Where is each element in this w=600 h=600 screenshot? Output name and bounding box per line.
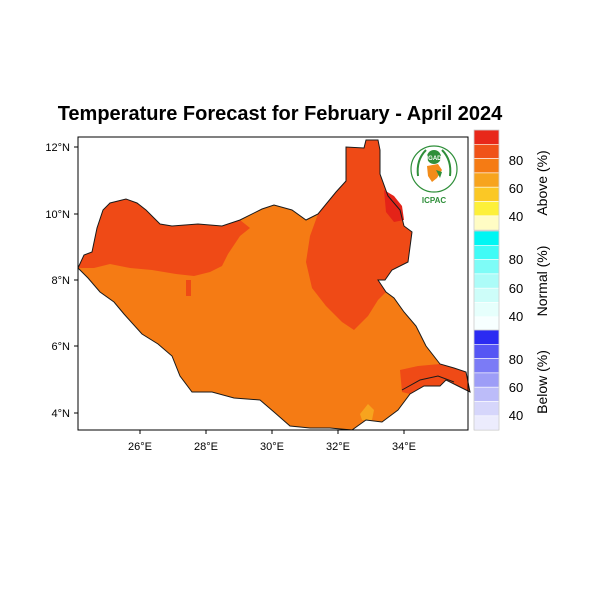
legend-tick-label: 40	[509, 209, 523, 224]
legend-swatch	[473, 144, 500, 159]
region-northwest	[78, 199, 250, 276]
legend-tick-label: 80	[509, 252, 523, 267]
map-panel	[77, 136, 471, 431]
region-south-low	[360, 404, 374, 420]
legend-group-below	[473, 329, 500, 431]
legend-swatch	[473, 358, 500, 374]
legend-tick-label: 60	[509, 181, 523, 196]
region-northeast	[306, 140, 412, 330]
legend-tick-label: 60	[509, 380, 523, 395]
legend-swatch	[473, 215, 500, 231]
lon-tick-label: 28°E	[194, 441, 218, 453]
lat-tick-label: 12°N	[45, 142, 70, 154]
lon-tick-label: 30°E	[260, 441, 284, 453]
region-southeast	[400, 364, 470, 394]
legend-label-above: Above (%)	[534, 150, 550, 215]
legend-swatch	[473, 302, 500, 318]
legend-frame	[473, 129, 500, 231]
legend: 80 60 40 Above (%) 80 60 40 Normal (%) 8…	[473, 129, 550, 431]
legend-swatch	[473, 230, 500, 246]
legend-swatch	[473, 245, 500, 260]
legend-swatch	[473, 158, 500, 174]
legend-swatch	[473, 372, 500, 388]
logo-text-top: IGAD	[427, 156, 443, 162]
legend-swatch	[473, 401, 500, 417]
legend-tick-label: 80	[509, 352, 523, 367]
country-border	[77, 139, 471, 431]
legend-tick-label: 40	[509, 309, 523, 324]
lat-tick-label: 6°N	[52, 341, 71, 353]
legend-swatch	[473, 386, 500, 402]
legend-swatch	[473, 201, 500, 217]
legend-swatch	[473, 329, 500, 345]
legend-swatch	[473, 259, 500, 275]
legend-swatch	[473, 343, 500, 359]
icpac-logo: IGAD ICPAC	[410, 145, 458, 205]
lon-tick-label: 32°E	[326, 441, 350, 453]
region-east-high	[384, 190, 404, 222]
map-title: Temperature Forecast for February - Apri…	[57, 103, 503, 125]
lat-tick-label: 8°N	[52, 275, 71, 287]
legend-group-normal	[473, 230, 500, 332]
lon-axis: 26°E 28°E 30°E 32°E 34°E	[128, 430, 416, 453]
legend-label-normal: Normal (%)	[534, 246, 550, 317]
legend-swatch	[473, 287, 500, 303]
legend-swatch	[473, 172, 500, 188]
legend-swatch	[473, 129, 500, 145]
legend-tick-label: 80	[509, 153, 523, 168]
legend-tick-label: 60	[509, 281, 523, 296]
lat-axis: 12°N 10°N 8°N 6°N 4°N	[45, 142, 78, 420]
lat-tick-label: 10°N	[45, 209, 70, 221]
logo-text-bottom: ICPAC	[422, 196, 447, 205]
legend-frame	[473, 329, 500, 431]
legend-group-above	[473, 129, 500, 231]
legend-swatch	[473, 186, 500, 202]
legend-swatch	[473, 415, 500, 431]
map-frame	[77, 136, 469, 431]
lon-tick-label: 34°E	[392, 441, 416, 453]
region-west-cell	[186, 280, 191, 296]
legend-swatch	[473, 316, 500, 332]
lon-tick-label: 26°E	[128, 441, 152, 453]
border-line-east	[401, 375, 455, 391]
legend-swatch	[473, 273, 500, 289]
legend-label-below: Below (%)	[534, 350, 550, 414]
legend-tick-label: 40	[509, 408, 523, 423]
lat-tick-label: 4°N	[52, 408, 71, 420]
